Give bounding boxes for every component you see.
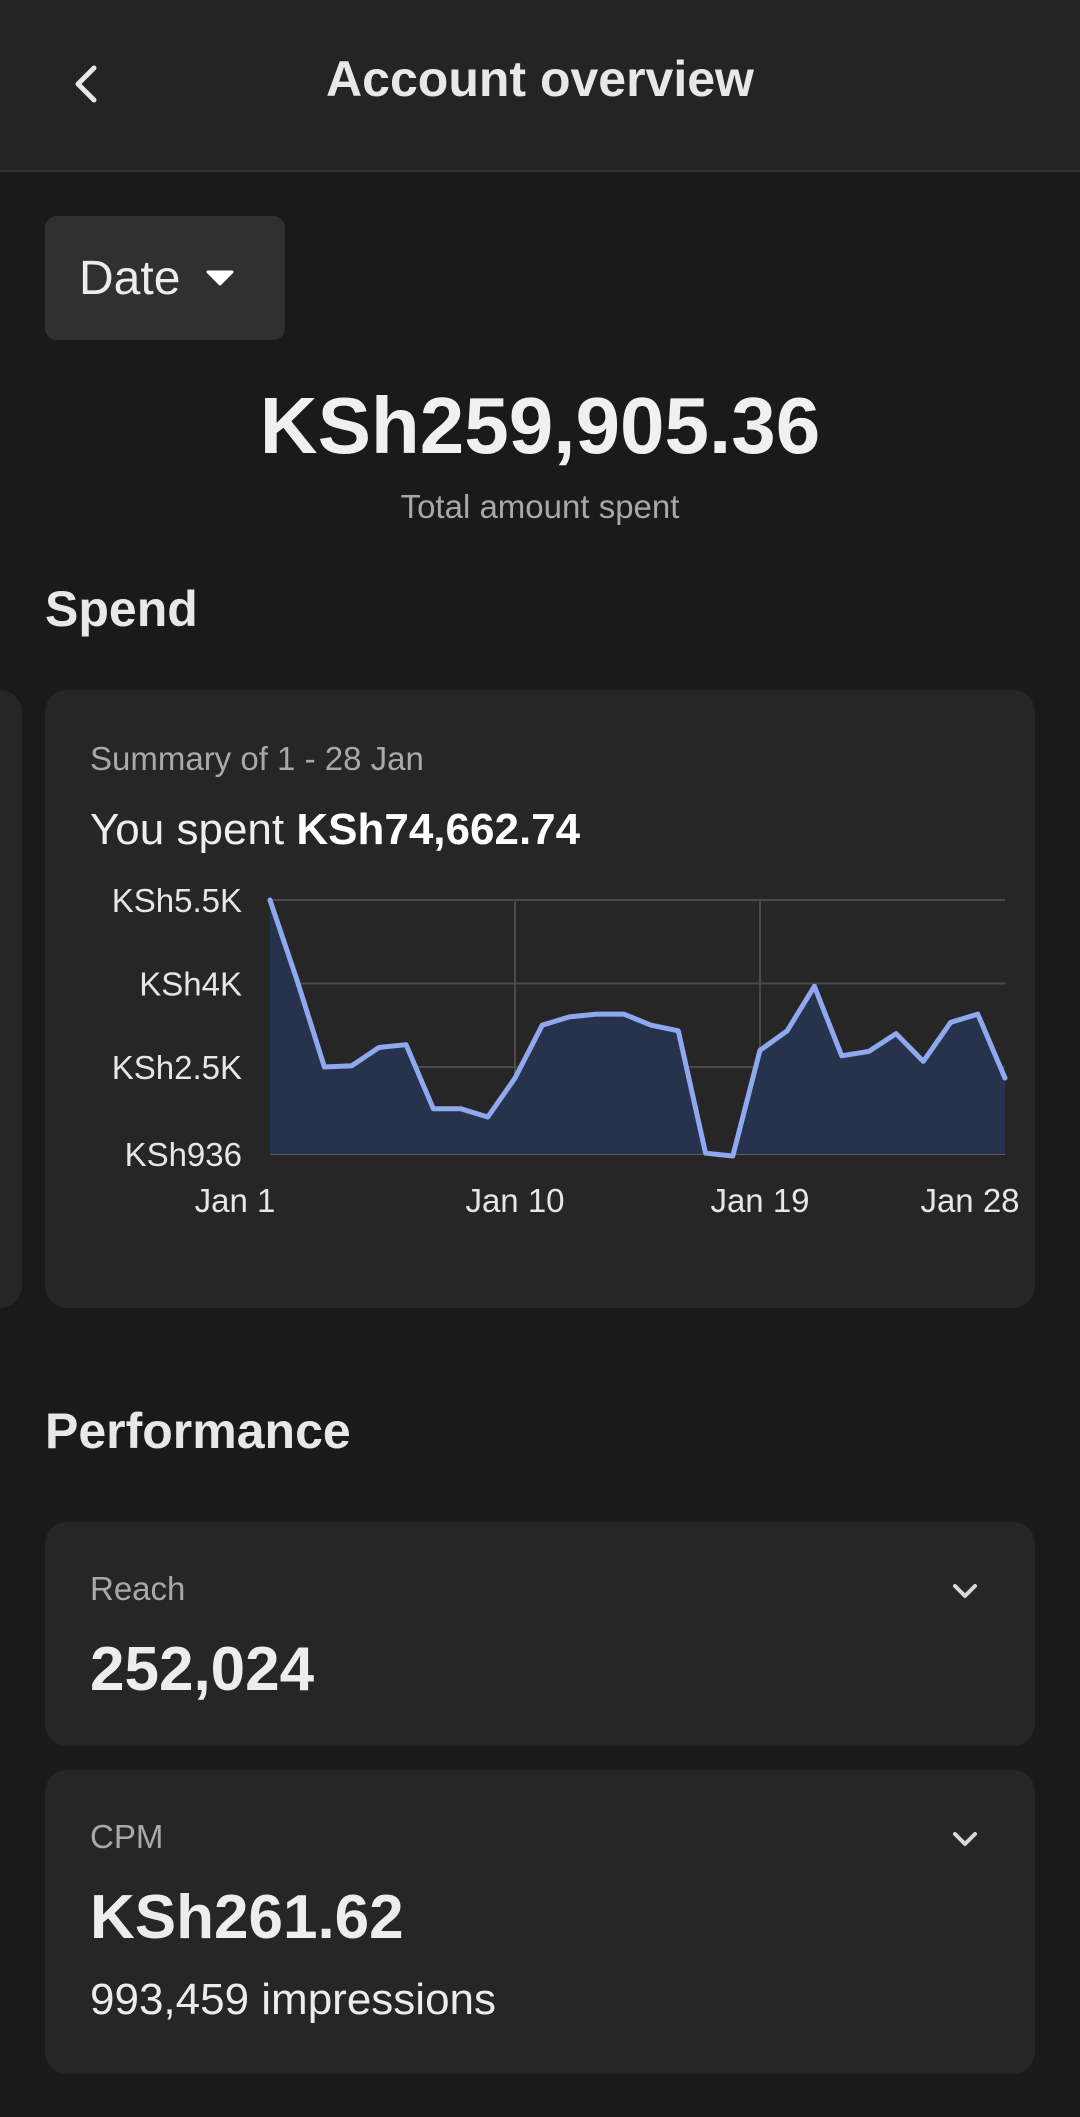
cpm-value: KSh261.62 bbox=[90, 1883, 404, 1952]
summary-subtitle: Summary of 1 - 28 Jan bbox=[90, 740, 424, 777]
spend-series-line bbox=[267, 897, 1008, 1159]
app-header: Account overview bbox=[0, 0, 1080, 172]
spend-summary-card[interactable]: Summary of 1 - 28 Jan You spent KSh74,66… bbox=[45, 690, 1035, 1308]
chevron-down-icon bbox=[953, 1584, 977, 1598]
previous-card-peek[interactable] bbox=[0, 690, 22, 1308]
total-amount-spent: KSh259,905.36 bbox=[259, 381, 821, 470]
page-title: Account overview bbox=[326, 51, 754, 107]
reach-label: Reach bbox=[90, 1570, 186, 1607]
spend-chart: KSh5.5K KSh4K KSh2.5K KSh936 Jan 1 Jan 10 Jan… bbox=[112, 882, 1020, 1219]
x-tick-label: Jan 28 bbox=[920, 1182, 1019, 1219]
spend-area-fill bbox=[270, 900, 1005, 1156]
back-button[interactable] bbox=[48, 46, 124, 122]
spend-section-title: Spend bbox=[45, 581, 198, 637]
reach-expand-button[interactable] bbox=[940, 1566, 990, 1616]
date-filter-button[interactable]: Date bbox=[45, 216, 285, 340]
spent-summary-line: You spent KSh74,662.74 bbox=[90, 805, 580, 855]
spent-amount: KSh74,662.74 bbox=[296, 805, 581, 854]
x-tick-label: Jan 10 bbox=[465, 1182, 564, 1219]
total-amount-caption: Total amount spent bbox=[400, 488, 680, 525]
spent-prefix: You spent bbox=[90, 805, 285, 854]
cpm-expand-button[interactable] bbox=[940, 1814, 990, 1864]
x-tick-label: Jan 19 bbox=[710, 1182, 809, 1219]
y-tick-label: KSh2.5K bbox=[112, 1049, 242, 1086]
cpm-card[interactable]: CPM KSh261.62 993,459 impressions bbox=[45, 1770, 1035, 2074]
y-tick-label: KSh936 bbox=[125, 1136, 242, 1173]
date-filter-label: Date bbox=[79, 251, 181, 305]
impressions-count: 993,459 impressions bbox=[90, 1975, 497, 2024]
y-tick-label: KSh4K bbox=[139, 965, 242, 1002]
y-tick-label: KSh5.5K bbox=[112, 882, 242, 919]
caret-down-icon bbox=[206, 269, 234, 287]
cpm-label: CPM bbox=[90, 1818, 164, 1855]
chevron-down-icon bbox=[953, 1832, 977, 1846]
performance-section-title: Performance bbox=[45, 1403, 351, 1459]
reach-value: 252,024 bbox=[90, 1635, 315, 1704]
x-tick-label: Jan 1 bbox=[195, 1182, 276, 1219]
chevron-left-icon bbox=[75, 65, 97, 103]
reach-card[interactable]: Reach 252,024 bbox=[45, 1522, 1035, 1746]
